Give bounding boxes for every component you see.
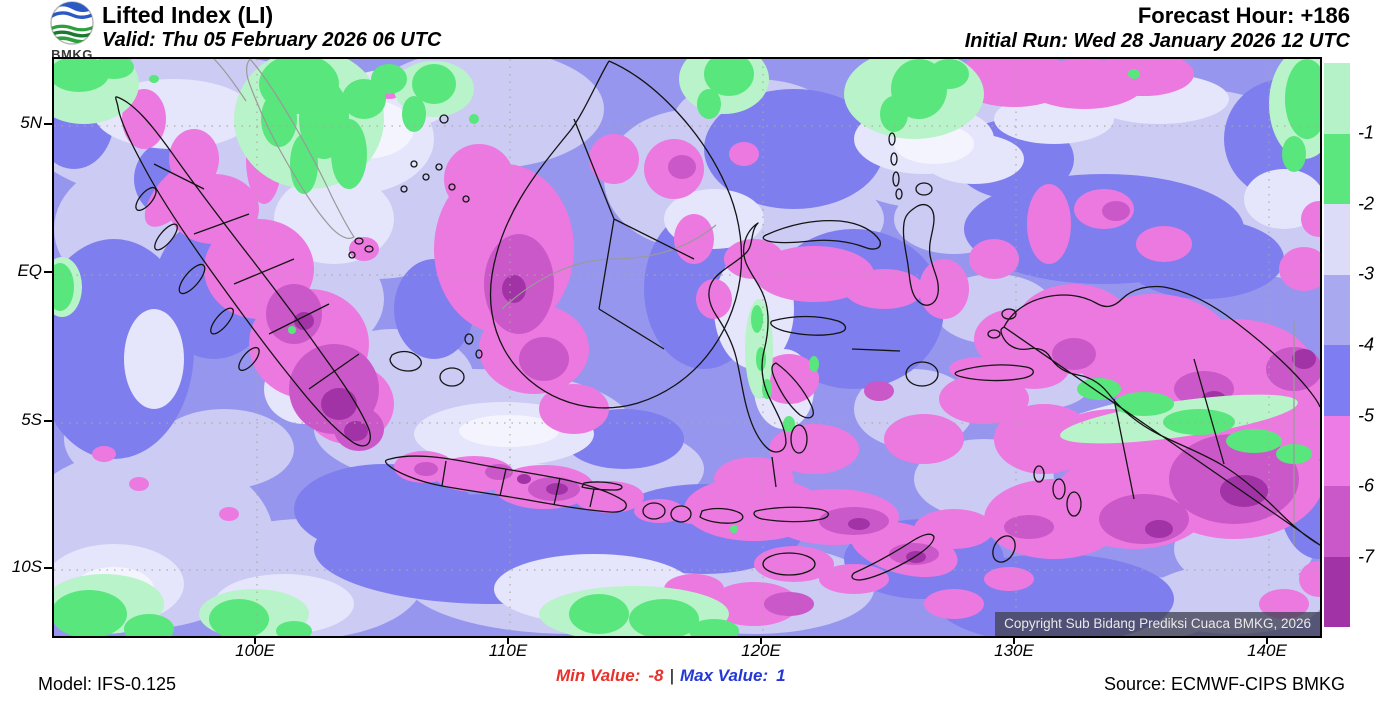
colorbar-segment [1324, 345, 1350, 416]
model-label: Model: IFS-0.125 [38, 674, 177, 694]
max-value: 1 [776, 666, 786, 685]
colorbar-segment [1324, 415, 1350, 486]
min-max-values: Min Value: -8 | Max Value: 1 [556, 666, 786, 686]
colorbar-label-6: -6 [1358, 475, 1375, 496]
bmkg-logo: BMKG [44, 1, 100, 62]
forecast-hour: Forecast Hour: +186 [1137, 3, 1350, 28]
island-outlines [115, 60, 1320, 581]
colorbar-segment [1324, 63, 1350, 134]
foreign-borders [213, 59, 1295, 545]
y-axis-label-5s: 5S [21, 410, 42, 429]
colorbar-label-2: -2 [1358, 193, 1375, 214]
x-axis-label-130e: 130E [994, 641, 1034, 660]
y-tick-10s [44, 567, 52, 569]
colorbar-label-3: -3 [1358, 263, 1375, 284]
map-canvas [54, 59, 1320, 636]
x-axis-label-120e: 120E [741, 641, 781, 660]
y-axis-label-5n: 5N [20, 113, 42, 132]
y-tick-5s [44, 420, 52, 422]
source-label: Source: ECMWF-CIPS BMKG [1103, 674, 1345, 694]
x-tick-110e [507, 636, 509, 644]
x-axis-label-140e: 140E [1247, 641, 1287, 660]
x-tick-130e [1013, 636, 1015, 644]
valid-time: Valid: Thu 05 February 2026 06 UTC [102, 29, 442, 51]
colorbar-segment [1324, 274, 1350, 345]
max-value-label: Max Value: [679, 666, 769, 685]
colorbar-label-4: -4 [1358, 334, 1375, 355]
map-frame: Copyright Sub Bidang Prediksi Cuaca BMKG… [52, 57, 1322, 638]
colorbar [1324, 63, 1350, 627]
x-tick-140e [1266, 636, 1268, 644]
x-tick-100e [254, 636, 256, 644]
gridlines [54, 59, 1320, 636]
y-tick-eq [44, 271, 52, 273]
page-title: Lifted Index (LI) [102, 2, 274, 28]
x-axis-label-100e: 100E [235, 641, 275, 660]
x-axis-label-110e: 110E [488, 641, 528, 660]
bmkg-logo-icon [50, 1, 94, 45]
colorbar-segment [1324, 204, 1350, 275]
colorbar-label-5: -5 [1358, 405, 1375, 426]
copyright-badge: Copyright Sub Bidang Prediksi Cuaca BMKG… [995, 612, 1320, 636]
li-field-purple [294, 275, 1316, 563]
min-value-label: Min Value: [556, 666, 641, 685]
colorbar-segment [1324, 486, 1350, 557]
li-field-green [54, 59, 1320, 636]
colorbar-label-7: -7 [1358, 546, 1375, 567]
min-value: -8 [648, 666, 664, 685]
colorbar-segment [1324, 133, 1350, 204]
colorbar-label-1: -1 [1358, 122, 1375, 143]
x-tick-120e [760, 636, 762, 644]
y-axis-label-eq: EQ [17, 261, 42, 280]
initial-run: Initial Run: Wed 28 January 2026 12 UTC [964, 30, 1350, 52]
colorbar-segment [1324, 556, 1350, 627]
y-axis-label-10s: 10S [11, 557, 42, 576]
min-max-separator: | [669, 666, 674, 685]
y-tick-5n [44, 123, 52, 125]
